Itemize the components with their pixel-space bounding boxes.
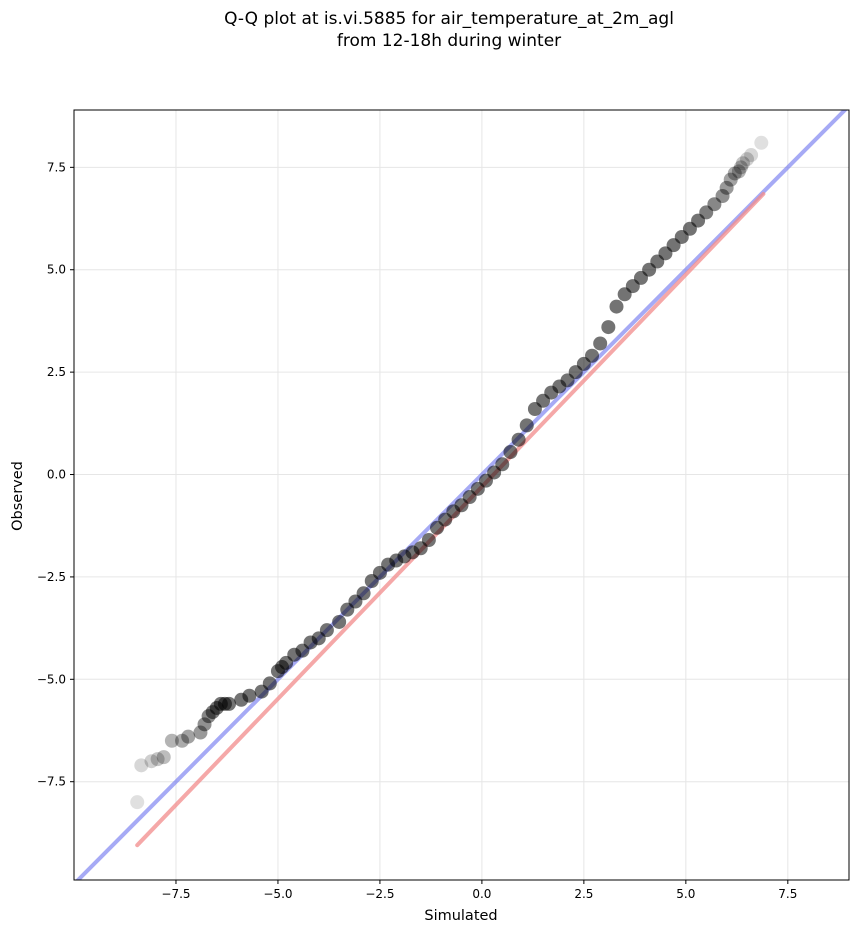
data-point bbox=[144, 754, 159, 769]
axis-ticks: −7.5 −5.0 −2.5 0.0 2.5 5.0 7.5 7.5 5.0 2.5 0.0 −2.5… bbox=[37, 160, 798, 901]
data-point bbox=[740, 152, 755, 167]
y-axis-label: Observed bbox=[10, 461, 26, 531]
y-tick-label: −5.0 bbox=[37, 672, 66, 686]
identity-line bbox=[75, 110, 848, 880]
data-point bbox=[156, 750, 171, 765]
data-point bbox=[699, 205, 714, 220]
x-tick-label: −5.0 bbox=[263, 887, 292, 901]
data-point bbox=[197, 717, 212, 732]
data-point bbox=[723, 172, 738, 187]
data-point bbox=[193, 725, 208, 740]
data-point bbox=[519, 418, 534, 433]
y-tick-label: 0.0 bbox=[47, 468, 66, 482]
data-point bbox=[731, 164, 746, 179]
y-tick-label: 5.0 bbox=[47, 263, 66, 277]
data-point bbox=[727, 166, 742, 181]
chart-title: Q-Q plot at is.vi.5885 for air_temperatu… bbox=[0, 8, 858, 52]
data-point bbox=[715, 189, 730, 204]
y-tick-label: 2.5 bbox=[47, 365, 66, 379]
data-point bbox=[735, 156, 750, 171]
data-point bbox=[609, 299, 624, 314]
x-axis-label: Simulated bbox=[424, 908, 497, 924]
data-point bbox=[134, 758, 149, 773]
data-point bbox=[356, 586, 371, 601]
y-tick-label: 7.5 bbox=[47, 160, 66, 174]
x-tick-label: 5.0 bbox=[676, 887, 695, 901]
data-point bbox=[593, 336, 608, 351]
data-point bbox=[130, 795, 145, 810]
data-point bbox=[150, 752, 165, 767]
data-point bbox=[511, 432, 526, 447]
x-tick-label: 2.5 bbox=[574, 887, 593, 901]
data-point bbox=[164, 733, 179, 748]
data-point bbox=[181, 729, 196, 744]
data-point bbox=[601, 320, 616, 335]
data-point bbox=[719, 180, 734, 195]
x-tick-label: 7.5 bbox=[778, 887, 797, 901]
y-tick-label: −7.5 bbox=[37, 775, 66, 789]
y-tick-label: −2.5 bbox=[37, 570, 66, 584]
data-point bbox=[421, 533, 436, 548]
data-point bbox=[733, 160, 748, 175]
data-points bbox=[130, 135, 769, 810]
data-point bbox=[332, 614, 347, 629]
x-tick-label: −7.5 bbox=[161, 887, 190, 901]
data-point bbox=[222, 696, 236, 711]
data-point bbox=[495, 457, 510, 472]
data-point bbox=[175, 733, 190, 748]
plot-frame bbox=[73, 109, 850, 881]
data-point bbox=[707, 197, 722, 212]
x-tick-label: 0.0 bbox=[472, 887, 491, 901]
data-point bbox=[585, 348, 600, 363]
data-point bbox=[242, 688, 257, 703]
data-point bbox=[744, 148, 759, 163]
x-tick-label: −2.5 bbox=[365, 887, 394, 901]
data-point bbox=[503, 444, 518, 459]
chart-title-line-2: from 12-18h during winter bbox=[336, 31, 562, 51]
data-point bbox=[754, 135, 769, 150]
data-point bbox=[262, 676, 277, 691]
grid bbox=[74, 110, 849, 880]
data-point bbox=[319, 623, 334, 638]
chart-title-line-1: Q-Q plot at is.vi.5885 for air_temperatu… bbox=[224, 9, 674, 29]
